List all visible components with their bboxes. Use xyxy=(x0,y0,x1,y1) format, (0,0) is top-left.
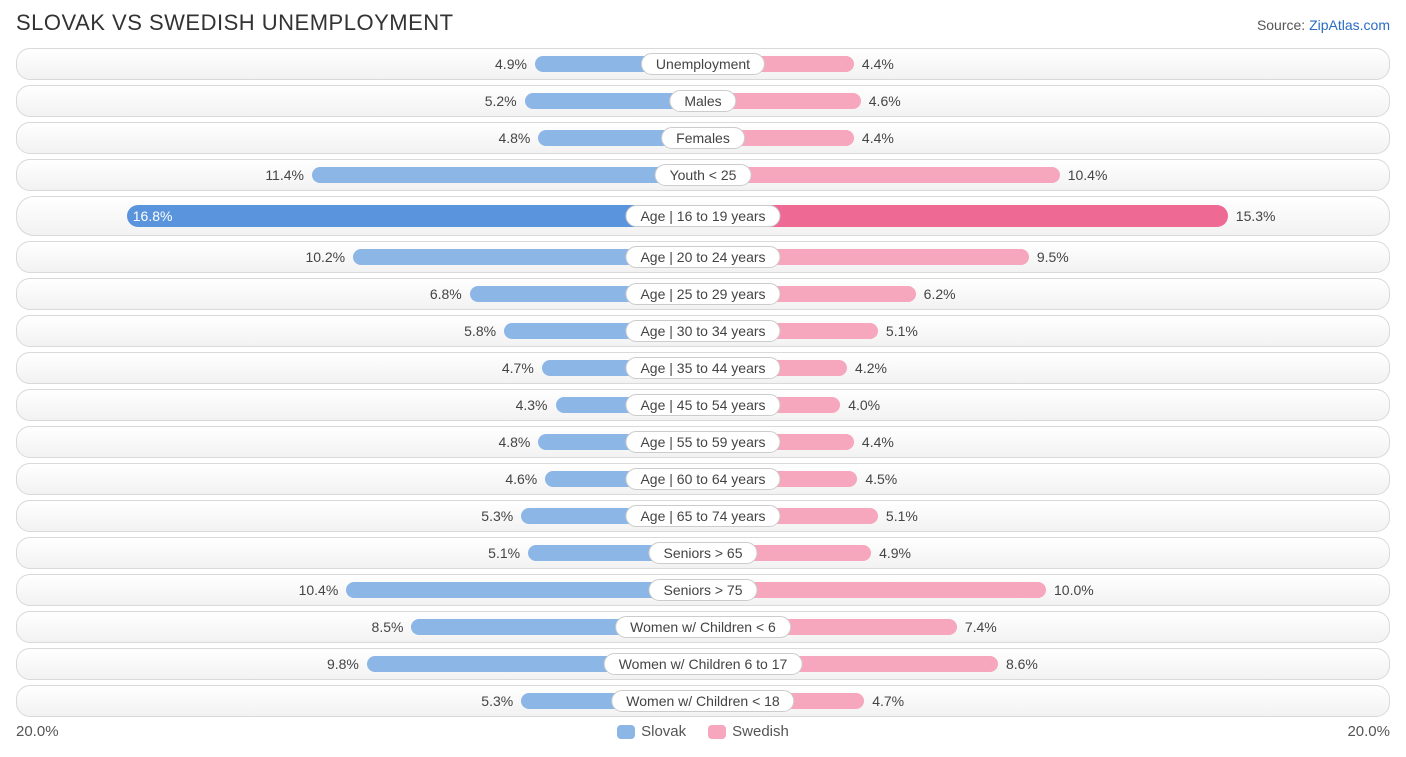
value-right: 5.1% xyxy=(878,323,918,339)
value-right: 8.6% xyxy=(998,656,1038,672)
value-left: 10.2% xyxy=(305,249,353,265)
chart-source: Source: ZipAtlas.com xyxy=(1257,17,1390,33)
chart-row: 4.3% 4.0% Age | 45 to 54 years xyxy=(16,389,1390,421)
value-left: 4.6% xyxy=(505,471,545,487)
chart-row: 5.2% 4.6% Males xyxy=(16,85,1390,117)
value-right: 4.0% xyxy=(840,397,880,413)
value-right: 7.4% xyxy=(957,619,997,635)
chart-header: SLOVAK VS SWEDISH UNEMPLOYMENT Source: Z… xyxy=(16,10,1390,36)
chart-row: 16.8%15.3%Age | 16 to 19 years xyxy=(16,196,1390,236)
category-label: Age | 65 to 74 years xyxy=(625,505,780,527)
legend-swatch-left xyxy=(617,725,635,739)
value-left: 4.9% xyxy=(495,56,535,72)
bar-left: 16.8% xyxy=(127,205,703,227)
category-label: Women w/ Children < 6 xyxy=(615,616,791,638)
value-left: 5.1% xyxy=(488,545,528,561)
bar-right: 15.3% xyxy=(703,205,1228,227)
chart-row: 11.4%10.4%Youth < 25 xyxy=(16,159,1390,191)
chart-row: 10.4% 10.0% Seniors > 75 xyxy=(16,574,1390,606)
axis-max-right: 20.0% xyxy=(1347,723,1390,740)
chart-row: 5.3% 4.7% Women w/ Children < 18 xyxy=(16,685,1390,717)
value-right: 4.7% xyxy=(864,693,904,709)
diverging-bar-chart: 4.9% 4.4% Unemployment 5.2% 4.6% Males 4.8% 4.4… xyxy=(16,48,1390,717)
value-left: 10.4% xyxy=(299,582,347,598)
category-label: Males xyxy=(669,90,736,112)
legend-item-left: Slovak xyxy=(617,723,686,740)
value-left: 6.8% xyxy=(430,286,470,302)
value-left: 4.3% xyxy=(516,397,556,413)
value-left: 16.8% xyxy=(133,208,173,224)
category-label: Age | 35 to 44 years xyxy=(625,357,780,379)
bar-right: 10.4% xyxy=(703,167,1060,183)
value-right: 10.0% xyxy=(1046,582,1094,598)
value-right: 4.4% xyxy=(854,130,894,146)
chart-row: 4.7% 4.2% Age | 35 to 44 years xyxy=(16,352,1390,384)
value-right: 4.9% xyxy=(871,545,911,561)
value-left: 5.3% xyxy=(481,693,521,709)
category-label: Unemployment xyxy=(641,53,765,75)
value-left: 8.5% xyxy=(372,619,412,635)
bar-left: 11.4% xyxy=(312,167,703,183)
chart-row: 5.8% 5.1% Age | 30 to 34 years xyxy=(16,315,1390,347)
category-label: Age | 60 to 64 years xyxy=(625,468,780,490)
chart-row: 5.3% 5.1% Age | 65 to 74 years xyxy=(16,500,1390,532)
chart-row: 5.1% 4.9% Seniors > 65 xyxy=(16,537,1390,569)
value-left: 5.2% xyxy=(485,93,525,109)
category-label: Age | 16 to 19 years xyxy=(625,205,780,227)
value-left: 11.4% xyxy=(265,167,312,183)
category-label: Females xyxy=(661,127,745,149)
value-left: 9.8% xyxy=(327,656,367,672)
category-label: Seniors > 75 xyxy=(649,579,758,601)
value-right: 4.6% xyxy=(861,93,901,109)
category-label: Youth < 25 xyxy=(655,164,752,186)
value-right: 5.1% xyxy=(878,508,918,524)
value-left: 5.8% xyxy=(464,323,504,339)
value-right: 4.4% xyxy=(854,434,894,450)
chart-title: SLOVAK VS SWEDISH UNEMPLOYMENT xyxy=(16,10,454,36)
category-label: Age | 45 to 54 years xyxy=(625,394,780,416)
value-right: 4.2% xyxy=(847,360,887,376)
category-label: Age | 20 to 24 years xyxy=(625,246,780,268)
source-label: Source: xyxy=(1257,17,1305,33)
value-right: 9.5% xyxy=(1029,249,1069,265)
value-right: 10.4% xyxy=(1060,167,1108,183)
legend-label-right: Swedish xyxy=(732,723,789,740)
category-label: Age | 25 to 29 years xyxy=(625,283,780,305)
axis-max-left: 20.0% xyxy=(16,723,59,740)
chart-row: 9.8% 8.6% Women w/ Children 6 to 17 xyxy=(16,648,1390,680)
chart-legend: Slovak Swedish xyxy=(617,723,789,740)
value-right: 6.2% xyxy=(916,286,956,302)
chart-row: 10.2% 9.5% Age | 20 to 24 years xyxy=(16,241,1390,273)
value-right: 4.4% xyxy=(854,56,894,72)
chart-row: 4.9% 4.4% Unemployment xyxy=(16,48,1390,80)
source-link[interactable]: ZipAtlas.com xyxy=(1309,17,1390,33)
value-left: 5.3% xyxy=(481,508,521,524)
chart-row: 4.8% 4.4% Age | 55 to 59 years xyxy=(16,426,1390,458)
chart-row: 8.5% 7.4% Women w/ Children < 6 xyxy=(16,611,1390,643)
legend-swatch-right xyxy=(708,725,726,739)
legend-item-right: Swedish xyxy=(708,723,789,740)
category-label: Age | 30 to 34 years xyxy=(625,320,780,342)
chart-row: 4.8% 4.4% Females xyxy=(16,122,1390,154)
category-label: Women w/ Children < 18 xyxy=(611,690,794,712)
value-left: 4.8% xyxy=(498,130,538,146)
value-right: 15.3% xyxy=(1228,208,1276,224)
category-label: Women w/ Children 6 to 17 xyxy=(604,653,803,675)
chart-row: 4.6% 4.5% Age | 60 to 64 years xyxy=(16,463,1390,495)
value-left: 4.8% xyxy=(498,434,538,450)
value-left: 4.7% xyxy=(502,360,542,376)
chart-footer: 20.0% Slovak Swedish 20.0% xyxy=(16,723,1390,740)
legend-label-left: Slovak xyxy=(641,723,686,740)
category-label: Age | 55 to 59 years xyxy=(625,431,780,453)
chart-row: 6.8% 6.2% Age | 25 to 29 years xyxy=(16,278,1390,310)
value-right: 4.5% xyxy=(857,471,897,487)
category-label: Seniors > 65 xyxy=(649,542,758,564)
